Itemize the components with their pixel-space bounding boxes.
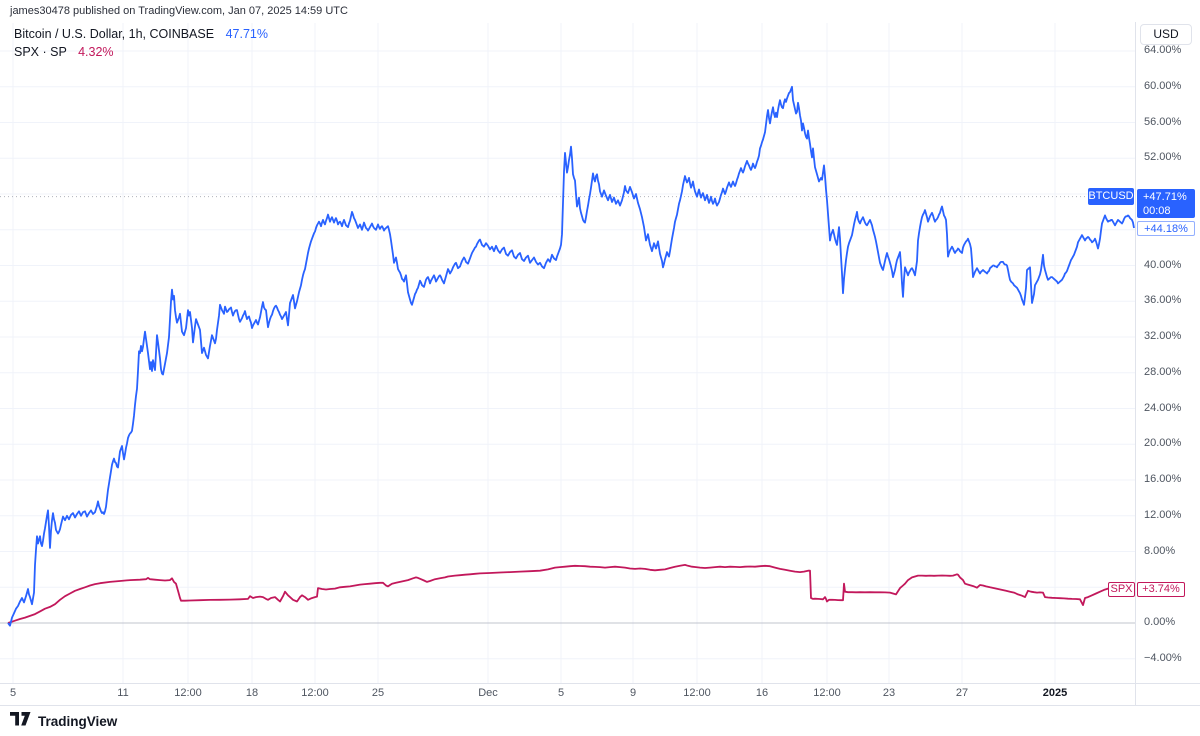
y-axis-tick-label: 32.00%	[1144, 330, 1182, 342]
y-axis-tick-label: 24.00%	[1144, 401, 1182, 414]
tradingview-brand-text: TradingView	[38, 714, 118, 729]
x-axis-tick-label: 5	[9, 687, 17, 699]
y-axis-tick-label: 20.00%	[1144, 437, 1182, 450]
y-axis-tick-label: 40.00%	[1144, 258, 1182, 271]
legend-value-btcusd: 47.71%	[225, 27, 268, 41]
currency-unit-button[interactable]: USD	[1140, 24, 1192, 45]
y-axis-tick-label: 60.00%	[1144, 79, 1182, 92]
legend-row-btcusd[interactable]: Bitcoin / U.S. Dollar, 1h, COINBASE 47.7…	[14, 25, 268, 43]
legend-value-spx: 4.32%	[78, 45, 114, 59]
bar-countdown: 00:08	[1143, 205, 1171, 217]
y-axis-tick-label: 12.00%	[1144, 508, 1182, 521]
axis-bottom-border	[0, 705, 1200, 706]
y-axis-tick-label: 8.00%	[1144, 544, 1176, 557]
y-axis-tick-label: 28.00%	[1144, 365, 1182, 378]
chart-canvas[interactable]	[0, 0, 1135, 736]
btcusd-price-value: +47.71%	[1143, 191, 1187, 203]
x-axis-tick-label: Dec	[478, 687, 498, 699]
tradingview-brand-link[interactable]: TradingView	[10, 712, 117, 731]
legend-row-spx[interactable]: SPX · SP 4.32%	[14, 43, 268, 61]
time-scale[interactable]: 5 11 12:00 18 12:00 25 Dec 5 9 12:00 16 12:00 23 27 20…	[0, 687, 1200, 703]
series-line-btcusd[interactable]	[7, 85, 1135, 627]
plot-bottom-border	[0, 683, 1200, 684]
x-axis-tick-label: 12:00	[174, 687, 202, 699]
x-axis-tick-label: 18	[245, 687, 259, 699]
y-axis-tick-label: 52.00%	[1144, 151, 1182, 164]
y-axis-tick-label: 0.00%	[1144, 616, 1176, 628]
x-axis-tick-label: 25	[371, 687, 385, 699]
x-axis-tick-label: 5	[557, 687, 565, 699]
attribution-text: james30478 published on TradingView.com,…	[10, 5, 348, 17]
x-axis-tick-label: 12:00	[813, 687, 841, 699]
price-scale-border	[1135, 22, 1136, 705]
btcusd-close-badge: +44.18%	[1137, 221, 1195, 236]
series-line-spx[interactable]	[7, 564, 1135, 624]
x-axis-tick-label: 9	[629, 687, 637, 699]
x-axis-tick-label: 11	[117, 687, 129, 699]
y-axis-tick-label: 16.00%	[1144, 473, 1182, 485]
btcusd-price-badge: +47.71% 00:08	[1137, 189, 1195, 218]
x-axis-tick-label: 2025	[1042, 687, 1068, 699]
btcusd-symbol-badge: BTCUSD	[1088, 188, 1134, 205]
x-axis-tick-label: 23	[882, 687, 896, 699]
chart-legend: Bitcoin / U.S. Dollar, 1h, COINBASE 47.7…	[14, 25, 268, 61]
x-axis-tick-label: 12:00	[683, 687, 711, 699]
spx-symbol-badge: SPX	[1108, 582, 1135, 597]
legend-symbol-btcusd[interactable]: Bitcoin / U.S. Dollar, 1h, COINBASE	[14, 27, 215, 41]
spx-value-badge: +3.74%	[1137, 582, 1185, 597]
y-axis-tick-label: 36.00%	[1144, 294, 1182, 307]
legend-symbol-spx[interactable]: SPX · SP	[14, 45, 67, 59]
x-axis-tick-label: 16	[755, 687, 769, 699]
x-axis-tick-label: 27	[955, 687, 969, 699]
price-scale[interactable]: 64.00% 60.00% 56.00% 52.00% 40.00% 36.00% 32.0…	[1135, 0, 1200, 683]
y-axis-tick-label: 56.00%	[1144, 115, 1182, 128]
y-axis-tick-label: 64.00%	[1144, 44, 1182, 56]
x-axis-tick-label: 12:00	[301, 687, 329, 699]
y-axis-tick-label: −4.00%	[1144, 651, 1182, 664]
tradingview-logo-icon	[10, 712, 31, 731]
